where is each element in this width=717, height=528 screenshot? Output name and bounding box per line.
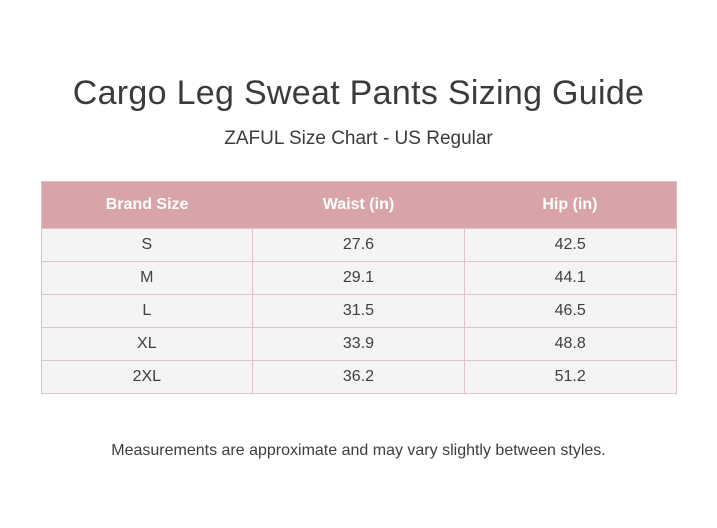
table-row-2xl: 2XL 36.2 51.2 [40,360,677,394]
cell-size: L [40,294,254,328]
size-chart-body: S 27.6 42.5 M 29.1 44.1 L 31.5 46.5 XL 3… [40,228,677,394]
table-row-s: S 27.6 42.5 [40,228,677,262]
page-title: Cargo Leg Sweat Pants Sizing Guide [72,74,645,112]
size-chart-header: Brand Size Waist (in) Hip (in) [41,181,676,229]
cell-waist: 31.5 [252,294,465,328]
cell-hip: 44.1 [463,261,677,295]
cell-hip: 48.8 [463,327,677,361]
cell-size: 2XL [40,360,254,394]
table-row-m: M 29.1 44.1 [40,261,677,295]
cell-waist: 29.1 [252,261,465,295]
size-chart-table: Brand Size Waist (in) Hip (in) S 27.6 42… [40,181,677,394]
cell-size: M [40,261,254,295]
cell-size: XL [40,327,254,361]
page-subtitle: ZAFUL Size Chart - US Regular [224,128,493,149]
column-header-waist: Waist (in) [252,181,465,229]
cell-waist: 27.6 [252,228,465,262]
header-row: Brand Size Waist (in) Hip (in) [41,181,676,229]
cell-size: S [40,228,254,262]
cell-hip: 46.5 [463,294,677,328]
table-row-l: L 31.5 46.5 [40,294,677,328]
cell-waist: 33.9 [252,327,465,361]
cell-waist: 36.2 [252,360,465,394]
table-row-xl: XL 33.9 48.8 [40,327,677,361]
column-header-brand-size: Brand Size [41,181,253,229]
cell-hip: 51.2 [463,360,677,394]
footnote-text: Measurements are approximate and may var… [111,442,606,459]
cell-hip: 42.5 [463,228,677,262]
column-header-hip: Hip (in) [464,181,676,229]
